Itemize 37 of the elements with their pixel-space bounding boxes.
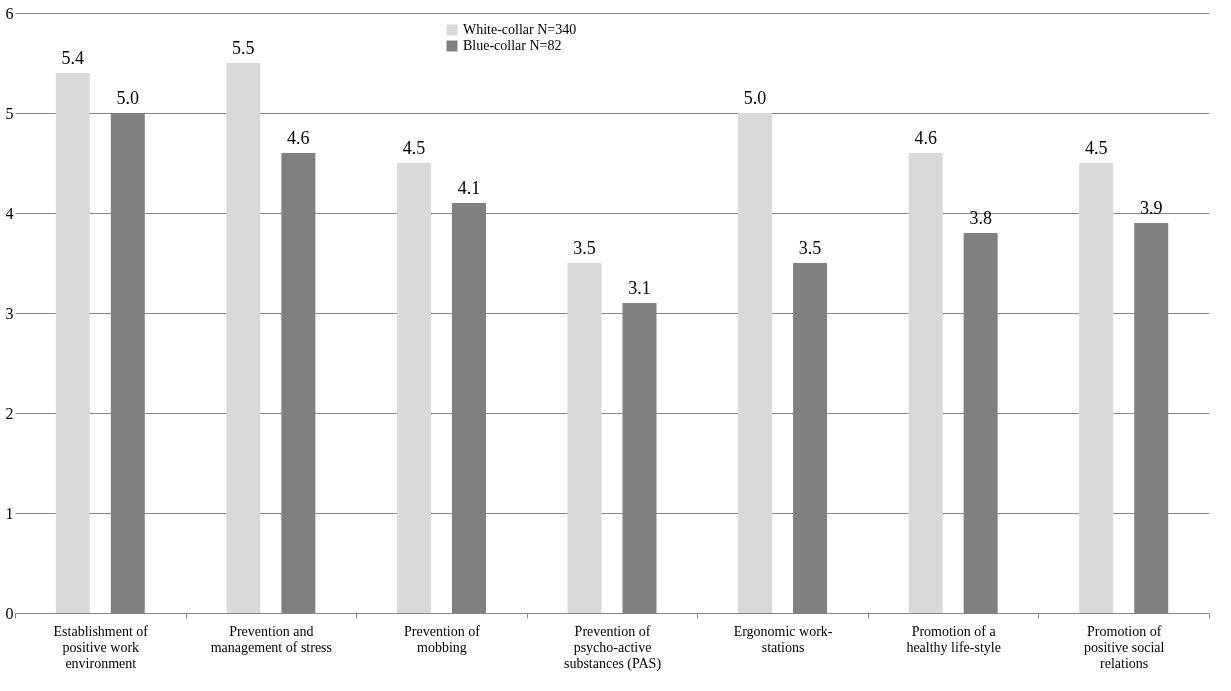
- data-label: 3.5: [798, 238, 822, 258]
- y-tick-label: 6: [5, 4, 14, 22]
- bar: [908, 153, 943, 613]
- y-tick-label: 2: [5, 404, 14, 422]
- data-label: 3.1: [628, 278, 651, 298]
- bar: [1079, 163, 1114, 613]
- data-label: 5.0: [116, 88, 140, 108]
- y-tick-label: 5: [5, 104, 14, 122]
- y-tick-label: 0: [5, 604, 14, 622]
- data-label: 5.4: [61, 48, 85, 68]
- legend-label: White-collar N=340: [463, 22, 577, 37]
- y-tick-label: 4: [5, 204, 14, 222]
- data-label: 3.5: [573, 238, 596, 258]
- bar: [396, 163, 431, 613]
- data-label: 4.6: [914, 128, 937, 148]
- bar: [567, 263, 602, 613]
- x-tick-label: Promotion of positive social relations: [1083, 623, 1165, 671]
- bar: [55, 73, 90, 613]
- data-label: 4.5: [402, 138, 426, 158]
- legend-label: Blue-collar N=82: [463, 38, 562, 53]
- y-tick-label: 1: [5, 504, 14, 522]
- data-label: 3.9: [1139, 198, 1163, 218]
- bar: [226, 63, 261, 613]
- data-label: 3.8: [969, 208, 992, 228]
- data-label: 5.0: [743, 88, 767, 108]
- x-tick-label: Prevention and management of stress: [210, 623, 333, 655]
- x-tick-label: Promotion of a healthy life-style: [906, 623, 1001, 655]
- x-tick-label: Establishment of positive work environment: [53, 623, 149, 671]
- bar: [738, 113, 773, 613]
- data-label: 5.5: [232, 38, 255, 58]
- x-tick-label: Prevention of psycho-active substances (PAS): [563, 623, 662, 672]
- x-tick-label: Prevention of mobbing: [404, 623, 481, 655]
- data-label: 4.6: [287, 128, 310, 148]
- x-tick-label: Ergonomic work-stations: [733, 623, 833, 655]
- y-tick-label: 3: [5, 304, 14, 322]
- data-label: 4.1: [457, 178, 481, 198]
- data-label: 4.5: [1084, 138, 1108, 158]
